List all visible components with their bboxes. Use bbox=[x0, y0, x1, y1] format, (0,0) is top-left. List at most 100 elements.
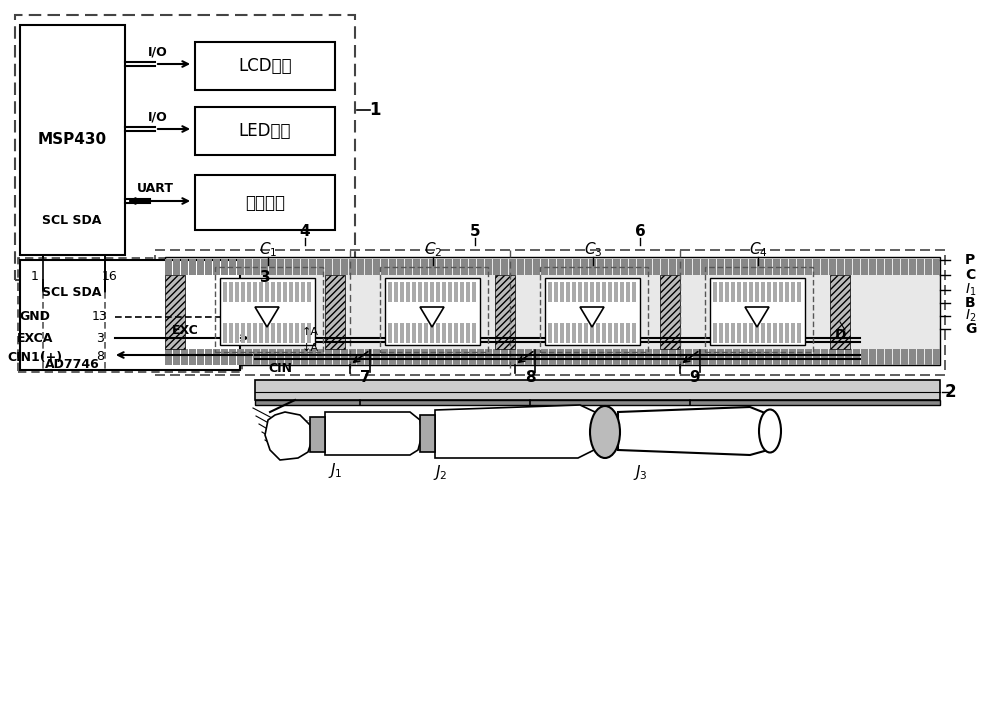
Bar bbox=[693, 259, 700, 275]
Bar bbox=[725, 282, 729, 302]
Bar bbox=[525, 259, 532, 275]
Bar bbox=[373, 349, 380, 365]
Bar bbox=[424, 282, 428, 302]
Bar bbox=[560, 323, 564, 343]
Bar bbox=[365, 349, 372, 365]
Bar bbox=[421, 259, 428, 275]
Bar bbox=[501, 259, 508, 275]
Bar bbox=[677, 259, 684, 275]
Bar bbox=[605, 349, 612, 365]
Bar bbox=[289, 323, 293, 343]
Bar bbox=[549, 349, 556, 365]
Bar bbox=[277, 349, 284, 365]
Text: $C_3$: $C_3$ bbox=[584, 241, 602, 259]
Bar bbox=[430, 282, 434, 302]
Text: UART: UART bbox=[136, 182, 174, 195]
Polygon shape bbox=[745, 307, 769, 327]
Bar bbox=[901, 259, 908, 275]
Text: $I_1$: $I_1$ bbox=[965, 282, 976, 298]
Text: I/O: I/O bbox=[148, 45, 168, 58]
Text: 8: 8 bbox=[96, 351, 104, 364]
Bar bbox=[420, 415, 435, 452]
Bar bbox=[566, 282, 570, 302]
Bar bbox=[525, 349, 532, 365]
Bar bbox=[713, 323, 717, 343]
Text: 蓝牙模块: 蓝牙模块 bbox=[245, 194, 285, 212]
Bar bbox=[741, 349, 748, 365]
Bar bbox=[381, 349, 388, 365]
Bar bbox=[813, 349, 820, 365]
Bar bbox=[301, 349, 308, 365]
Bar bbox=[669, 259, 676, 275]
Bar bbox=[821, 259, 828, 275]
Bar bbox=[429, 349, 436, 365]
Text: LED模块: LED模块 bbox=[239, 122, 291, 140]
Bar bbox=[737, 323, 741, 343]
Bar bbox=[743, 282, 747, 302]
Bar bbox=[761, 323, 765, 343]
Bar bbox=[389, 349, 396, 365]
Bar bbox=[909, 349, 916, 365]
Text: SCL SDA: SCL SDA bbox=[42, 285, 102, 298]
Bar bbox=[493, 349, 500, 365]
Bar bbox=[713, 282, 717, 302]
Bar bbox=[461, 349, 468, 365]
Bar bbox=[829, 349, 836, 365]
Bar bbox=[621, 349, 628, 365]
Text: D: D bbox=[834, 328, 846, 342]
Bar bbox=[453, 349, 460, 365]
Bar bbox=[247, 282, 251, 302]
Bar bbox=[325, 349, 332, 365]
Bar bbox=[373, 259, 380, 275]
Bar bbox=[261, 349, 268, 365]
Bar bbox=[245, 349, 252, 365]
Bar bbox=[325, 275, 345, 349]
Text: $C_1$: $C_1$ bbox=[259, 241, 277, 259]
Polygon shape bbox=[325, 412, 422, 455]
Bar bbox=[725, 349, 732, 365]
Bar bbox=[283, 282, 287, 302]
Bar bbox=[773, 323, 777, 343]
Bar bbox=[229, 282, 233, 302]
Bar bbox=[213, 349, 220, 365]
Bar bbox=[917, 259, 924, 275]
Bar bbox=[541, 259, 548, 275]
Bar bbox=[255, 400, 940, 405]
Bar bbox=[413, 349, 420, 365]
Bar bbox=[253, 259, 260, 275]
Bar bbox=[797, 323, 801, 343]
Bar bbox=[701, 259, 708, 275]
Bar bbox=[253, 349, 260, 365]
Bar bbox=[861, 349, 868, 365]
Bar bbox=[472, 323, 476, 343]
Bar bbox=[283, 323, 287, 343]
Bar bbox=[445, 259, 452, 275]
Bar bbox=[341, 259, 348, 275]
Text: $J_1$: $J_1$ bbox=[328, 461, 342, 479]
Polygon shape bbox=[420, 307, 444, 327]
Bar bbox=[545, 278, 640, 345]
Bar bbox=[388, 323, 392, 343]
Bar bbox=[685, 259, 692, 275]
Bar bbox=[389, 259, 396, 275]
Bar bbox=[165, 257, 940, 365]
Bar bbox=[436, 323, 440, 343]
Text: GND: GND bbox=[20, 310, 50, 324]
Bar bbox=[437, 259, 444, 275]
Bar bbox=[837, 259, 844, 275]
Bar bbox=[293, 259, 300, 275]
Bar bbox=[253, 323, 257, 343]
Bar bbox=[757, 259, 764, 275]
Bar bbox=[406, 323, 410, 343]
Bar bbox=[749, 323, 753, 343]
Bar bbox=[560, 282, 564, 302]
Bar bbox=[581, 349, 588, 365]
Bar bbox=[805, 259, 812, 275]
Bar bbox=[731, 323, 735, 343]
Bar bbox=[797, 259, 804, 275]
Bar bbox=[605, 259, 612, 275]
Bar bbox=[309, 259, 316, 275]
Bar bbox=[632, 323, 636, 343]
Bar bbox=[737, 282, 741, 302]
Bar bbox=[454, 323, 458, 343]
